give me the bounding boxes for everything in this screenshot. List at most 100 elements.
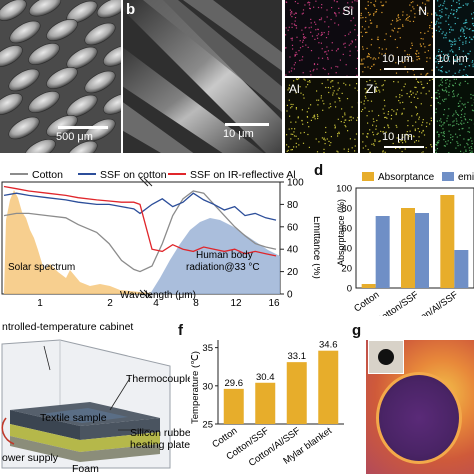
eds-dot — [370, 22, 372, 24]
eds-dot — [440, 4, 442, 6]
eds-dot — [399, 19, 401, 21]
eds-dot — [362, 71, 364, 73]
eds-dot — [465, 74, 467, 76]
eds-dot — [465, 37, 467, 39]
eds-dot — [441, 71, 443, 73]
eds-dot — [288, 71, 290, 73]
eds-dot — [428, 0, 430, 2]
axis-break-top-2 — [143, 177, 153, 187]
eds-dot — [470, 137, 472, 139]
eds-dot — [309, 8, 311, 10]
eds-dot — [334, 101, 336, 103]
eds-dot — [293, 68, 295, 70]
eds-dot — [316, 90, 318, 92]
eds-dot — [461, 113, 463, 116]
eds-dot — [348, 12, 350, 14]
eds-dot — [332, 94, 334, 96]
eds-dot — [354, 138, 356, 140]
eds-dot — [308, 126, 310, 128]
eds-dot — [438, 15, 440, 17]
eds-dot — [438, 22, 440, 24]
eds-dot — [472, 60, 474, 62]
eds-dot — [412, 6, 414, 8]
eds-dot — [465, 55, 467, 57]
eds-dot — [363, 103, 365, 105]
x-tick-label: Cotton/SSF — [374, 289, 421, 316]
eds-dot — [471, 61, 473, 63]
eds-dot — [401, 113, 403, 115]
eds-dot — [344, 42, 346, 44]
eds-dot — [453, 113, 455, 115]
eds-dot — [361, 63, 363, 65]
eds-dot — [295, 142, 297, 144]
eds-dot — [360, 101, 362, 103]
eds-dot — [349, 54, 351, 57]
eds-dot — [302, 123, 304, 125]
eds-dot — [424, 46, 426, 48]
eds-dot — [454, 43, 456, 45]
eds-dot — [302, 33, 304, 35]
eds-dot — [463, 115, 465, 118]
eds-dot — [438, 26, 440, 28]
eds-dot — [316, 68, 318, 70]
eds-dot — [458, 37, 460, 39]
eds-dot — [373, 57, 375, 59]
eds-dot — [324, 139, 326, 141]
eds-dot — [301, 120, 303, 122]
eds-dot — [360, 14, 362, 16]
eds-dot — [443, 122, 446, 124]
eds-dot — [435, 61, 437, 63]
eds-dot — [442, 89, 444, 91]
eds-dot — [369, 13, 371, 15]
eds-dot — [397, 27, 399, 30]
eds-dot — [469, 152, 471, 153]
eds-dot — [426, 14, 429, 16]
eds-dot — [425, 74, 427, 76]
eds-dot — [456, 123, 458, 125]
eds-dot — [347, 2, 349, 4]
eds-dot — [437, 59, 439, 61]
foam-label: Foam — [72, 463, 99, 474]
eds-dot — [401, 95, 403, 97]
eds-dot — [292, 103, 294, 106]
eds-dot — [468, 139, 470, 141]
eds-dot — [295, 107, 297, 109]
eds-dot — [444, 7, 447, 9]
eds-dot — [326, 138, 328, 140]
eds-dot — [444, 34, 446, 36]
eds-dot — [366, 115, 368, 117]
heating-plate-label: heating plate — [130, 439, 190, 451]
eds-dot — [452, 121, 454, 123]
eds-dot — [426, 0, 428, 2]
eds-dot — [369, 67, 371, 70]
eds-dot — [290, 103, 292, 105]
eds-dot — [471, 38, 473, 41]
eds-dot — [330, 142, 332, 144]
eds-dot — [355, 46, 357, 48]
eds-dot — [310, 74, 312, 76]
eds-dot — [469, 50, 471, 52]
eds-dot — [335, 50, 338, 52]
eds-dot — [351, 41, 353, 43]
eds-dot — [382, 89, 384, 91]
eds-element-label: N — [418, 4, 427, 18]
eds-dot — [405, 56, 407, 59]
eds-dot — [309, 2, 311, 4]
eds-dot — [396, 46, 398, 49]
eds-dot — [385, 131, 387, 133]
eds-dot — [421, 152, 423, 153]
eds-dot — [297, 116, 299, 118]
eds-map-al: Al — [285, 78, 358, 153]
eds-dot — [418, 55, 420, 58]
eds-dot — [311, 35, 314, 37]
eds-dot — [372, 131, 374, 133]
eds-dot — [464, 113, 466, 115]
eds-dot — [294, 55, 296, 57]
eds-dot — [464, 146, 466, 148]
eds-dot — [466, 4, 468, 6]
eds-dot — [413, 96, 415, 98]
eds-dot — [294, 20, 296, 22]
eds-dot — [462, 50, 464, 52]
eds-dot — [293, 64, 295, 66]
eds-dot — [410, 47, 412, 49]
